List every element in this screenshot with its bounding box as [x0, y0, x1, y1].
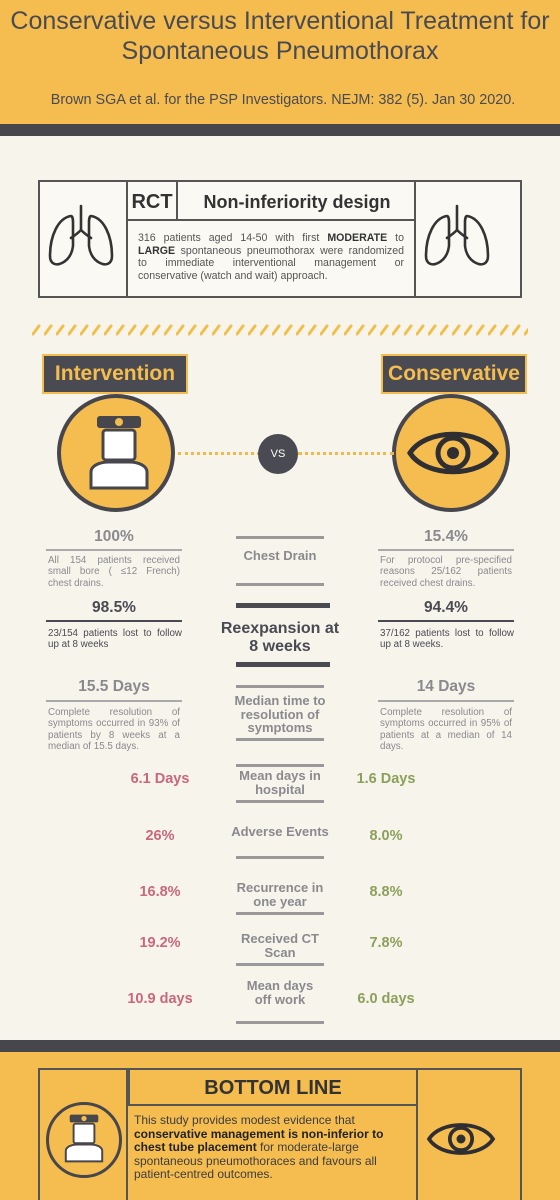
doctor-icon	[89, 416, 149, 490]
days-off-work-right: 6.0 days	[357, 991, 415, 1007]
hospital-days-left: 6.1 Days	[130, 771, 190, 787]
lungs-icon	[48, 204, 114, 266]
days-off-work-left: 10.9 days	[127, 991, 193, 1007]
divider	[236, 662, 330, 667]
adverse-events-label: Adverse Events	[231, 824, 329, 839]
divider	[378, 620, 514, 622]
divider	[378, 700, 514, 702]
ct-scan-left: 19.2%	[139, 935, 181, 951]
page-title: Conservative versus Interventional Treat…	[10, 7, 550, 65]
conservative-label: Conservative	[381, 354, 527, 394]
reexpansion-left-value: 98.5%	[92, 599, 136, 616]
rct-divider	[126, 180, 128, 298]
rct-label-cell	[126, 180, 178, 221]
adverse-events-left: 26%	[145, 828, 175, 844]
divider	[236, 1021, 324, 1024]
median-time-right-desc: Complete resolution of symptoms occurred…	[380, 707, 512, 753]
divider	[126, 1068, 128, 1200]
vs-connector	[298, 452, 394, 455]
divider	[236, 603, 330, 608]
rct-description: 316 patients aged 14-50 with first MODER…	[138, 232, 405, 282]
divider	[236, 536, 324, 539]
chest-drain-left-desc: All 154 patients received small bore ( ≤…	[48, 555, 180, 589]
divider	[378, 549, 514, 551]
chest-drain-right-desc: For protocol pre-specified reasons 25/16…	[380, 555, 512, 589]
rct-box	[38, 180, 522, 298]
hospital-days-label: Mean days in hospital	[239, 768, 321, 797]
divider	[236, 856, 324, 859]
divider	[236, 800, 324, 803]
footer-divider	[0, 1040, 560, 1052]
bottom-line-box	[38, 1068, 522, 1200]
zigzag-divider	[32, 324, 528, 336]
intervention-label: Intervention	[42, 354, 188, 394]
reexpansion-left-desc: 23/154 patients lost to follow up at 8 w…	[48, 628, 182, 651]
header-divider	[0, 124, 560, 136]
median-time-left-desc: Complete resolution of symptoms occurred…	[48, 707, 180, 753]
header-banner	[0, 0, 560, 124]
adverse-events-right: 8.0%	[369, 828, 403, 844]
divider	[416, 1068, 418, 1200]
lungs-icon	[424, 204, 490, 266]
reexpansion-right-value: 94.4%	[424, 599, 468, 616]
recurrence-left: 16.8%	[139, 884, 181, 900]
bottom-line-text: This study provides modest evidence that…	[134, 1113, 384, 1181]
doctor-icon	[64, 1114, 104, 1163]
divider	[236, 963, 324, 966]
divider	[236, 685, 324, 688]
ct-scan-label: Received CT Scan	[240, 931, 320, 960]
recurrence-label: Recurrence in one year	[236, 880, 324, 909]
divider	[236, 912, 324, 915]
median-time-left-value: 15.5 Days	[78, 678, 150, 695]
reexpansion-right-desc: 37/162 patients lost to follow up at 8 w…	[380, 628, 514, 651]
chest-drain-left-value: 100%	[94, 528, 134, 545]
median-time-label: Median time to resolution of symptoms	[234, 693, 326, 735]
rct-divider	[414, 180, 416, 298]
chest-drain-label: Chest Drain	[243, 548, 317, 563]
eye-icon	[407, 431, 499, 475]
reexpansion-label: Reexpansion at 8 weeks	[220, 620, 340, 655]
hospital-days-right: 1.6 Days	[356, 771, 416, 787]
median-time-right-value: 14 Days	[416, 678, 476, 695]
ct-scan-right: 7.8%	[369, 935, 403, 951]
divider	[46, 620, 182, 622]
divider	[236, 738, 324, 741]
rct-design: Non-inferiority design	[203, 192, 391, 212]
vs-badge: VS	[258, 434, 298, 474]
divider	[46, 700, 182, 702]
bottom-line-title: BOTTOM LINE	[128, 1070, 418, 1106]
days-off-work-label: Mean days off work	[246, 978, 314, 1007]
eye-icon	[426, 1123, 496, 1155]
divider	[236, 764, 324, 767]
citation: Brown SGA et al. for the PSP Investigato…	[50, 92, 516, 108]
divider	[236, 583, 324, 586]
divider	[46, 549, 182, 551]
vs-connector	[178, 452, 260, 455]
chest-drain-right-value: 15.4%	[424, 528, 468, 545]
rct-divider	[126, 219, 416, 221]
rct-label: RCT	[131, 191, 173, 213]
recurrence-right: 8.8%	[369, 884, 403, 900]
